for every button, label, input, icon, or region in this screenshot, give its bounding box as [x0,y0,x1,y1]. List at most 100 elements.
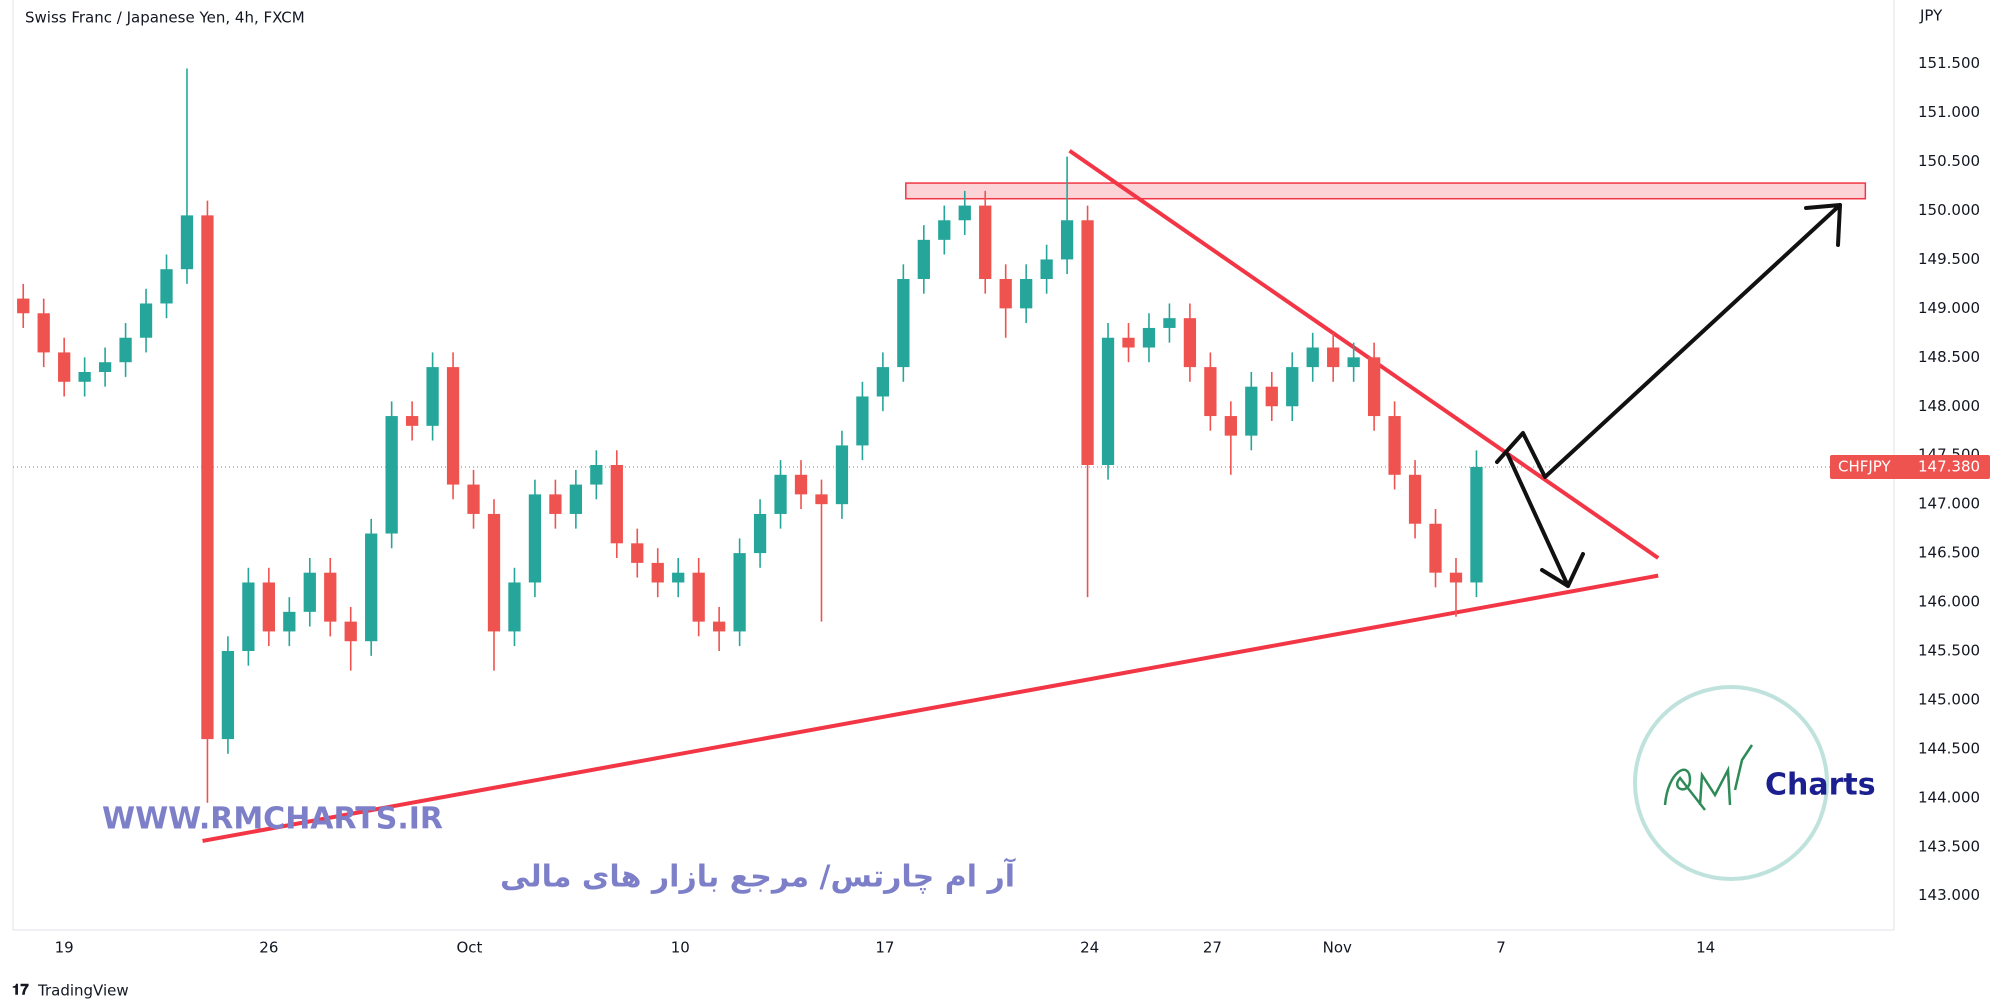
x-tick-label: 19 [55,939,74,957]
y-tick-label: 143.000 [1918,886,1980,904]
logo-text: Charts [1765,768,1876,803]
candle-body [774,474,787,514]
y-tick-label: 149.000 [1918,299,1980,317]
candle-body [1163,318,1176,328]
candle-body [221,651,235,740]
logo-mark [1663,744,1754,811]
candle-body [385,416,398,534]
candle-body [1388,416,1401,475]
y-tick-label: 148.000 [1918,397,1980,415]
candle-body [78,372,91,382]
candle-body [651,562,664,583]
candle-body [180,215,194,270]
candle-body [242,582,255,651]
candle-body [794,474,808,495]
candle-body [119,337,132,363]
y-tick-label: 151.500 [1918,54,1980,72]
candle-body [508,582,521,632]
candle-body [160,269,173,304]
candle-body [405,416,419,426]
candle-body [17,298,30,314]
candle-body [1367,357,1381,417]
candle-body [672,572,685,583]
candle-body [733,553,746,632]
arrow-up [1495,203,1842,479]
arrow-down [1506,453,1570,588]
candle-body [426,367,439,426]
candle-body [753,513,767,554]
candle-body [938,220,951,240]
candle-body [610,465,623,544]
footer-logo: 𝟏𝟕 [12,981,29,999]
y-tick-label: 151.000 [1918,103,1980,121]
candle-body [1245,386,1258,436]
candle-body [1040,259,1053,279]
candle-body [324,572,337,622]
candle-body [1347,357,1360,368]
candle-body [1204,367,1217,417]
candle-body [528,494,542,583]
y-tick-label: 150.500 [1918,152,1980,170]
site-watermark: WWW.RMCHARTS.IR [102,802,443,837]
candle-body [487,513,501,632]
tagline-watermark: آر ام چارتس/ مرجع بازار های مالی [500,858,1016,895]
candle-body [37,313,50,353]
candle-body [446,367,460,485]
x-tick-label: 26 [259,939,278,957]
candle-body [979,205,992,279]
candle-body [897,279,910,368]
last-price-symbol: CHFJPY [1838,457,1892,475]
x-tick-label: 17 [875,939,894,957]
x-tick-label: Oct [456,939,482,957]
y-tick-label: 146.500 [1918,544,1980,562]
y-tick-label: 144.500 [1918,739,1980,757]
candle-body [303,572,316,612]
y-tick-label: 148.500 [1918,348,1980,366]
y-tick-label: 150.000 [1918,201,1980,219]
x-tick-label: 10 [671,939,690,957]
chart-title: Swiss Franc / Japanese Yen, 4h, FXCM [25,9,305,27]
y-tick-label: 145.500 [1918,642,1980,660]
candle-body [569,484,583,514]
candle-body [1122,337,1135,348]
y-axis-label: JPY [1919,7,1943,25]
candle-body [1224,416,1237,436]
trendline [202,573,1659,843]
candle-body [344,621,357,642]
candle-body [692,572,705,622]
last-price-box [1830,454,1990,479]
candle-body [1306,347,1319,368]
candle-body [201,215,214,740]
candle-body [958,205,971,221]
projection-arrows [1495,203,1842,588]
candle-body [283,611,296,632]
candle-body [1408,474,1422,524]
candle-body [917,239,930,279]
candle-body [98,362,112,372]
logo-ring [1633,685,1829,881]
candle-body [58,352,71,382]
candle-body [856,396,869,446]
candle-body [1327,347,1340,368]
candle-body [713,621,726,632]
candle-body [815,494,828,505]
footer-brand: TradingView [37,982,129,1000]
candle-body [262,582,275,632]
arrow-up-head [1804,203,1842,247]
candle-body [1060,220,1074,260]
candle-body [1429,523,1442,573]
candle-body [1286,367,1299,407]
drawings [13,149,1894,843]
candle-body [1449,572,1463,583]
logo: Charts [1633,685,1876,881]
candle-body [365,533,378,642]
candle-body [1020,279,1033,309]
arrow-down-head [1540,552,1585,588]
candle-body [1265,386,1278,407]
candle-body [631,543,644,563]
x-tick-label: 7 [1496,939,1506,957]
y-tick-label: 146.000 [1918,593,1980,611]
candle-body [1142,327,1156,348]
